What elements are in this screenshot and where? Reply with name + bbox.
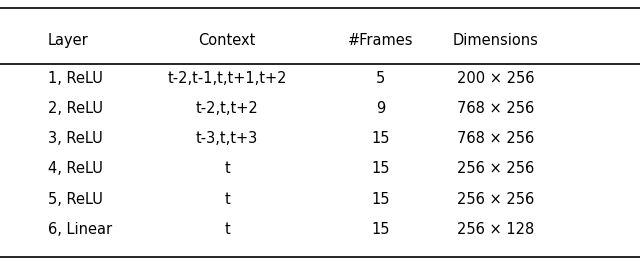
Text: 15: 15 [372, 222, 390, 237]
Text: Layer: Layer [48, 33, 89, 48]
Text: 256 × 128: 256 × 128 [458, 222, 534, 237]
Text: Context: Context [198, 33, 256, 48]
Text: 6, Linear: 6, Linear [48, 222, 112, 237]
Text: 15: 15 [372, 131, 390, 146]
Text: 4, ReLU: 4, ReLU [48, 161, 103, 177]
Text: t: t [225, 161, 230, 177]
Text: 768 × 256: 768 × 256 [458, 101, 534, 116]
Text: t-2,t,t+2: t-2,t,t+2 [196, 101, 259, 116]
Text: 9: 9 [376, 101, 385, 116]
Text: 3, ReLU: 3, ReLU [48, 131, 103, 146]
Text: 5, ReLU: 5, ReLU [48, 192, 103, 207]
Text: t: t [225, 222, 230, 237]
Text: t-3,t,t+3: t-3,t,t+3 [196, 131, 259, 146]
Text: 768 × 256: 768 × 256 [458, 131, 534, 146]
Text: 15: 15 [372, 192, 390, 207]
Text: Dimensions: Dimensions [453, 33, 539, 48]
Text: 256 × 256: 256 × 256 [458, 192, 534, 207]
Text: 2, ReLU: 2, ReLU [48, 101, 103, 116]
Text: 5: 5 [376, 71, 385, 86]
Text: 256 × 256: 256 × 256 [458, 161, 534, 177]
Text: t: t [225, 192, 230, 207]
Text: 200 × 256: 200 × 256 [457, 71, 535, 86]
Text: #Frames: #Frames [348, 33, 413, 48]
Text: 1, ReLU: 1, ReLU [48, 71, 103, 86]
Text: 15: 15 [372, 161, 390, 177]
Text: t-2,t-1,t,t+1,t+2: t-2,t-1,t,t+1,t+2 [168, 71, 287, 86]
